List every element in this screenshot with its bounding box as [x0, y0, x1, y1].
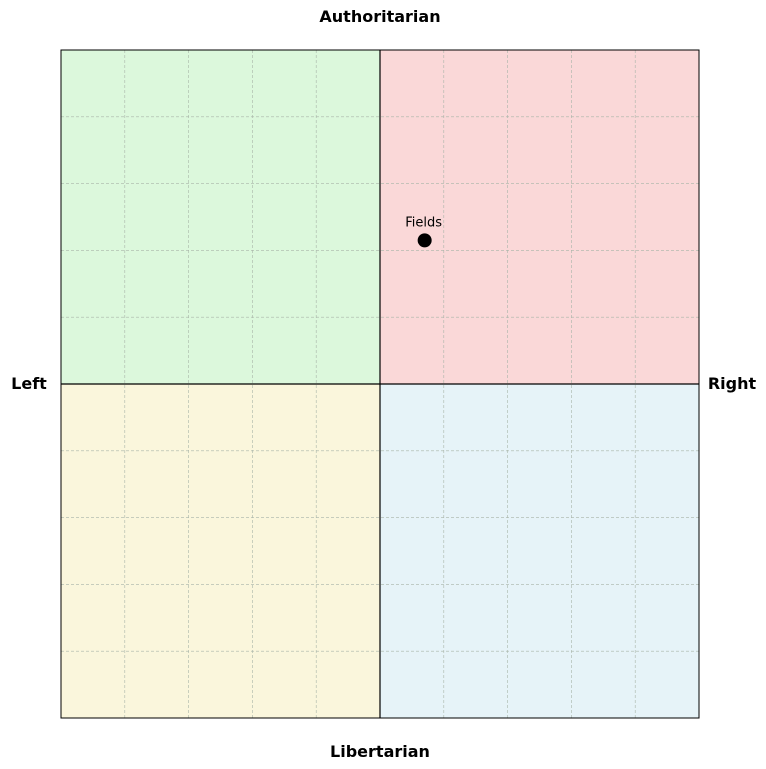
data-point-label: Fields: [405, 215, 442, 230]
data-points: Fields: [405, 215, 442, 248]
data-point-marker: [417, 233, 432, 248]
axis-label-libertarian: Libertarian: [330, 742, 430, 761]
quadrant-top-left: [61, 50, 380, 384]
center-axes: [61, 50, 699, 718]
quadrant-backgrounds: [61, 50, 699, 718]
axis-label-left: Left: [11, 374, 47, 393]
quadrant-top-right: [380, 50, 699, 384]
grid-lines: [61, 50, 699, 718]
axis-label-right: Right: [708, 374, 757, 393]
quadrant-bottom-right: [380, 384, 699, 718]
plot-border: [60, 49, 700, 719]
quadrant-bottom-left: [61, 384, 380, 718]
axis-label-authoritarian: Authoritarian: [319, 7, 440, 26]
